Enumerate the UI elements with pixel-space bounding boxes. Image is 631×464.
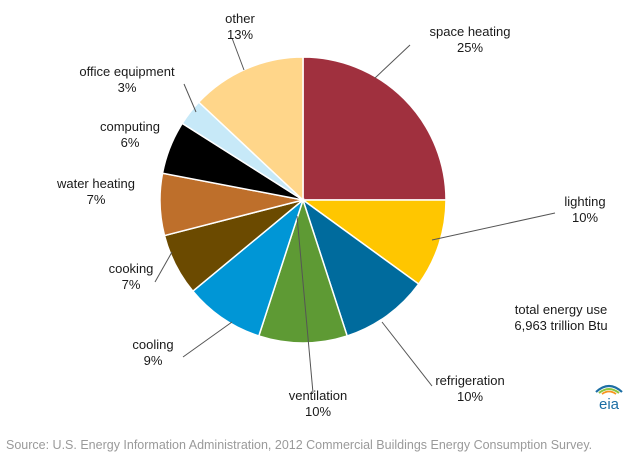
slice-lighting	[300, 199, 447, 286]
slice-value-refrigeration: 10%	[457, 389, 483, 404]
leader-line-refrigeration	[381, 321, 433, 387]
slice-value-ventilation: 10%	[305, 404, 331, 419]
eia-logo-text: eia	[599, 396, 620, 412]
slice-value-other: 13%	[227, 27, 253, 42]
slice-name-computing: computing	[100, 119, 160, 134]
eia-logo-arc-green	[598, 388, 620, 394]
leader-line-cooling	[182, 321, 233, 358]
slice-value-space-heating: 25%	[457, 40, 483, 55]
slice-value-computing: 6%	[121, 135, 140, 150]
slice-cooling	[191, 197, 305, 337]
total-energy-line2: 6,963 trillion Btu	[514, 318, 608, 333]
slice-name-lighting: lighting	[564, 194, 605, 209]
leader-line-cooking	[154, 251, 173, 283]
eia-logo-arc-orange	[601, 390, 617, 395]
slice-name-space-heating: space heating	[430, 24, 511, 39]
source-note: Source: U.S. Energy Information Administ…	[6, 438, 593, 452]
slice-refrigeration	[301, 198, 420, 337]
slice-name-water-heating: water heating	[56, 176, 135, 191]
slice-name-ventilation: ventilation	[289, 388, 348, 403]
slice-labels: space heating25%lighting10%refrigeration…	[56, 11, 606, 419]
slice-value-water-heating: 7%	[87, 192, 106, 207]
pie-slices	[159, 56, 447, 344]
slice-value-office-equipment: 3%	[118, 80, 137, 95]
leader-line-office-equipment	[183, 83, 197, 113]
total-energy-line1: total energy use	[514, 302, 608, 317]
slice-name-office-equipment: office equipment	[79, 64, 175, 79]
leader-line-ventilation	[296, 215, 314, 394]
leader-lines	[154, 37, 556, 394]
slice-value-cooling: 9%	[144, 353, 163, 368]
slice-value-cooking: 7%	[122, 277, 141, 292]
slice-other	[197, 56, 304, 202]
slice-space-heating	[302, 56, 447, 201]
slice-name-other: other	[225, 11, 255, 26]
slice-ventilation	[257, 197, 349, 344]
leader-line-lighting	[431, 212, 556, 241]
slice-name-cooling: cooling	[132, 337, 173, 352]
slice-name-refrigeration: refrigeration	[435, 373, 504, 388]
leader-line-space-heating	[374, 44, 411, 79]
slice-value-lighting: 10%	[572, 210, 598, 225]
leader-line-other	[231, 37, 245, 71]
slice-name-cooking: cooking	[109, 261, 154, 276]
eia-logo-icon: eia	[595, 384, 623, 412]
total-energy-annotation: total energy use 6,963 trillion Btu	[496, 302, 626, 334]
eia-logo-arc-blue	[595, 384, 623, 393]
